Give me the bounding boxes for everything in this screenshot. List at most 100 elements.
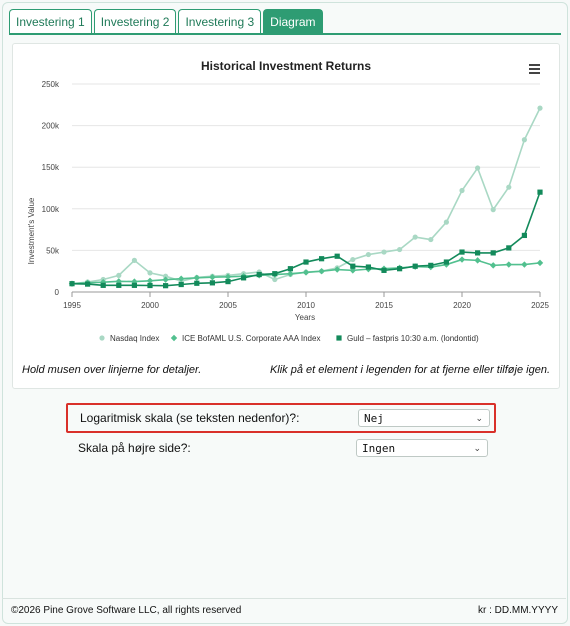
data-point[interactable] bbox=[334, 266, 341, 273]
tab-investering-1[interactable]: Investering 1 bbox=[9, 9, 92, 34]
data-point[interactable] bbox=[146, 277, 154, 284]
series-3 bbox=[69, 189, 543, 289]
legend-label[interactable]: Guld – fastpris 10:30 a.m. (londontid) bbox=[347, 334, 479, 343]
y-tick-label: 150k bbox=[42, 163, 60, 172]
data-point[interactable] bbox=[272, 276, 278, 283]
data-point[interactable] bbox=[350, 256, 356, 263]
x-tick-label: 2025 bbox=[531, 301, 549, 310]
data-point[interactable] bbox=[443, 219, 449, 225]
data-point[interactable] bbox=[537, 189, 543, 195]
data-point[interactable] bbox=[318, 268, 325, 275]
data-point[interactable] bbox=[412, 263, 418, 269]
data-point[interactable] bbox=[224, 273, 232, 281]
data-point[interactable] bbox=[350, 263, 356, 269]
data-point[interactable] bbox=[287, 266, 293, 272]
data-point[interactable] bbox=[147, 282, 153, 289]
data-point[interactable] bbox=[381, 249, 387, 255]
data-point[interactable] bbox=[319, 256, 325, 262]
data-point[interactable] bbox=[428, 262, 434, 268]
legend-item-1[interactable]: Nasdaq Index bbox=[99, 334, 159, 343]
data-point[interactable] bbox=[397, 266, 403, 272]
data-point[interactable] bbox=[131, 282, 137, 288]
currency-date-format: kr : DD.MM.YYYY bbox=[477, 605, 558, 616]
data-point[interactable] bbox=[474, 257, 481, 264]
data-point[interactable] bbox=[521, 261, 528, 268]
data-point[interactable] bbox=[365, 251, 371, 258]
data-point[interactable] bbox=[490, 207, 496, 213]
data-point[interactable] bbox=[428, 236, 434, 243]
tab-bar: Investering 1 Investering 2 Investering … bbox=[9, 9, 323, 35]
data-point[interactable] bbox=[162, 276, 169, 283]
data-point[interactable] bbox=[209, 280, 215, 286]
data-point[interactable] bbox=[365, 264, 371, 270]
data-point[interactable] bbox=[303, 259, 309, 265]
data-point[interactable] bbox=[459, 249, 465, 255]
legend-marker[interactable] bbox=[336, 335, 342, 341]
data-point[interactable] bbox=[178, 275, 185, 282]
data-point[interactable] bbox=[397, 246, 403, 253]
data-point[interactable] bbox=[163, 273, 169, 279]
series-1 bbox=[69, 105, 543, 287]
data-point[interactable] bbox=[521, 137, 527, 143]
data-point[interactable] bbox=[287, 270, 294, 277]
data-point[interactable] bbox=[506, 184, 512, 190]
data-point[interactable] bbox=[490, 250, 496, 256]
data-point[interactable] bbox=[475, 250, 481, 256]
data-point[interactable] bbox=[490, 262, 497, 269]
data-point[interactable] bbox=[131, 257, 137, 263]
copyright-text: ©2026 Pine Grove Software LLC, all right… bbox=[11, 605, 242, 616]
tab-investering-3[interactable]: Investering 3 bbox=[178, 9, 262, 34]
legend-label[interactable]: ICE BofAML U.S. Corporate AAA Index bbox=[182, 334, 320, 343]
y-axis-label: Investment's Value bbox=[27, 197, 36, 264]
data-point[interactable] bbox=[505, 261, 512, 268]
chart-menu-icon[interactable] bbox=[529, 64, 540, 74]
data-point[interactable] bbox=[256, 271, 262, 278]
data-point[interactable] bbox=[100, 282, 106, 288]
right-scale-select[interactable]: Ingen ⌄ bbox=[356, 439, 488, 457]
data-point[interactable] bbox=[334, 253, 340, 259]
legend-marker[interactable] bbox=[99, 335, 105, 341]
footer: ©2026 Pine Grove Software LLC, all right… bbox=[2, 598, 566, 623]
log-scale-select[interactable]: Nej ⌄ bbox=[358, 409, 490, 427]
data-point[interactable] bbox=[536, 259, 544, 267]
data-point[interactable] bbox=[225, 279, 231, 285]
x-tick-label: 2015 bbox=[375, 301, 393, 310]
data-point[interactable] bbox=[116, 272, 122, 278]
data-point[interactable] bbox=[193, 274, 200, 282]
data-point[interactable] bbox=[194, 280, 200, 286]
legend-item-3[interactable]: Guld – fastpris 10:30 a.m. (londontid) bbox=[336, 334, 479, 343]
legend-label[interactable]: Nasdaq Index bbox=[110, 334, 159, 343]
data-point[interactable] bbox=[147, 270, 153, 276]
data-point[interactable] bbox=[115, 278, 122, 285]
data-point[interactable] bbox=[506, 245, 512, 251]
data-point[interactable] bbox=[381, 267, 387, 273]
x-tick-label: 2005 bbox=[219, 301, 237, 310]
series-line[interactable] bbox=[71, 107, 541, 285]
data-point[interactable] bbox=[178, 281, 184, 288]
legend-item-2[interactable]: ICE BofAML U.S. Corporate AAA Index bbox=[170, 334, 321, 343]
legend-marker[interactable] bbox=[170, 334, 178, 342]
y-tick-label: 200k bbox=[42, 122, 60, 131]
x-tick-label: 2010 bbox=[297, 301, 315, 310]
chart: Historical Investment Returns 0 50k 100k 15… bbox=[27, 59, 549, 343]
data-point[interactable] bbox=[459, 187, 465, 194]
chevron-down-icon: ⌄ bbox=[475, 414, 483, 424]
log-scale-row: Logaritmisk skala (se teksten nedenfor)?… bbox=[66, 403, 496, 433]
data-point[interactable] bbox=[537, 105, 543, 111]
data-point[interactable] bbox=[521, 232, 527, 239]
data-point[interactable] bbox=[116, 282, 122, 288]
data-point[interactable] bbox=[85, 281, 91, 287]
data-point[interactable] bbox=[475, 165, 481, 171]
data-point[interactable] bbox=[412, 234, 418, 240]
data-point[interactable] bbox=[302, 269, 310, 276]
tab-investering-2[interactable]: Investering 2 bbox=[93, 9, 177, 34]
data-point[interactable] bbox=[443, 259, 449, 265]
data-point[interactable] bbox=[163, 283, 169, 289]
data-point[interactable] bbox=[458, 256, 466, 263]
data-point[interactable] bbox=[69, 281, 75, 287]
chart-legend-hint: Klik på et element i legenden for at fje… bbox=[269, 364, 550, 376]
tab-diagram[interactable]: Diagram bbox=[263, 9, 323, 34]
data-point[interactable] bbox=[241, 275, 247, 281]
chart-hover-hint: Hold musen over linjerne for detaljer. bbox=[22, 364, 202, 376]
data-point[interactable] bbox=[272, 271, 278, 277]
